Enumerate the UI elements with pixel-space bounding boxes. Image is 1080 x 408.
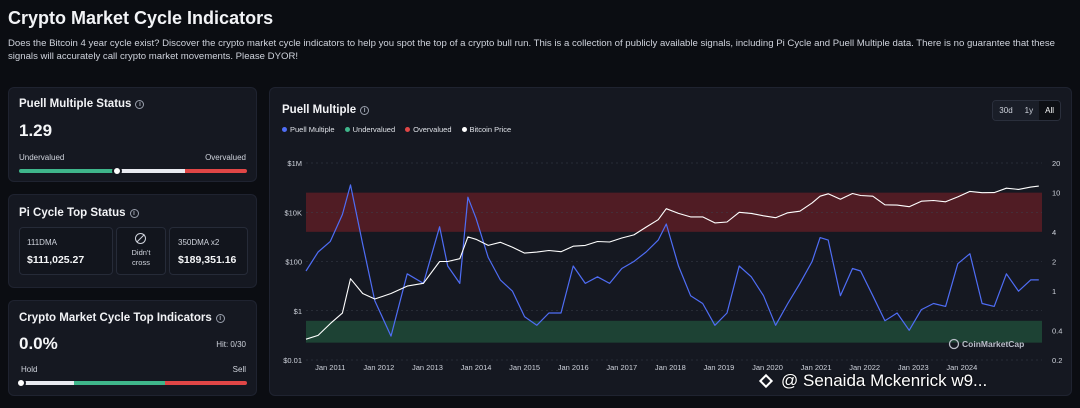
- x-tick-label: Jan 2015: [509, 363, 540, 372]
- puell-status-title: Puell Multiple Status: [19, 98, 132, 110]
- legend-dot: [344, 127, 350, 132]
- bitcoin-price-line: [305, 185, 1039, 340]
- top-indicators-value: 0.0%: [19, 334, 58, 353]
- legend-item-btc[interactable]: Bitcoin Price: [461, 125, 512, 134]
- hold-label: Hold: [21, 365, 38, 374]
- coinmarketcap-brand: CoinMarketCap: [962, 339, 1024, 349]
- range-selector: 30d 1y All: [992, 100, 1061, 121]
- x-tick-label: Jan 2021: [801, 363, 832, 372]
- undervalued-band: [306, 320, 1042, 343]
- puell-chart-card: Puell Multiple i 30d 1y All Puell Multip…: [269, 87, 1072, 396]
- cross-label-2: cross: [132, 258, 150, 267]
- bar-segment-sell: [164, 381, 247, 385]
- x-tick-label: Jan 2017: [606, 363, 637, 372]
- y-right-tick-label: 0.4: [1052, 326, 1062, 335]
- watermark: @ Senaida Mckenrick w9...: [757, 371, 987, 391]
- legend-item-puell[interactable]: Puell Multiple: [282, 125, 335, 134]
- range-button-1y[interactable]: 1y: [1018, 101, 1040, 120]
- info-icon[interactable]: i: [129, 208, 139, 218]
- bar-segment-undervalued: [19, 169, 115, 173]
- x-tick-label: Jan 2016: [558, 363, 589, 372]
- sell-label: Sell: [232, 365, 246, 374]
- top-indicators-bar: [19, 381, 247, 385]
- undervalued-label: Undervalued: [19, 153, 65, 162]
- chart-legend: Puell Multiple Undervalued Overvalued Bi…: [282, 125, 511, 134]
- x-tick-label: Jan 2024: [946, 363, 977, 372]
- x-tick-label: Jan 2011: [315, 363, 345, 372]
- bar-segment-hold: [73, 381, 165, 385]
- x-tick-label: Jan 2014: [461, 363, 492, 372]
- puell-status-card: Puell Multiple Status i 1.29 Undervalued…: [8, 87, 257, 182]
- info-icon[interactable]: i: [215, 313, 225, 323]
- not-crossed-icon: [135, 233, 146, 244]
- puell-chart[interactable]: $1M $10K $100 $1 $0.01 20 10 4 2 1 0.4 0.2 Jan 2011 J…: [270, 88, 1073, 397]
- y-left-tick-label: $0.01: [283, 356, 302, 365]
- y-right-tick-label: 10: [1052, 189, 1060, 198]
- y-right-tick-label: 2: [1052, 258, 1056, 267]
- bar-segment-low: [19, 381, 74, 385]
- legend-dot: [282, 127, 287, 132]
- dma350-value: $189,351.16: [178, 254, 237, 266]
- y-left-tick-label: $1: [294, 307, 302, 316]
- x-tick-label: Jan 2023: [898, 363, 929, 372]
- puell-status-title-row: Puell Multiple Status i: [19, 98, 145, 110]
- coinmarketcap-logo-icon: [948, 338, 960, 350]
- y-right-tick-label: 1: [1052, 287, 1056, 296]
- legend-label: Puell Multiple: [290, 125, 335, 134]
- dma111-value: $111,025.27: [27, 254, 85, 266]
- info-icon[interactable]: i: [135, 99, 145, 109]
- range-button-all[interactable]: All: [1039, 101, 1060, 120]
- overvalued-label: Overvalued: [205, 153, 246, 162]
- chart-title: Puell Multiple: [282, 104, 357, 116]
- legend-label: Overvalued: [413, 125, 452, 134]
- dma350-box: 350DMA x2 $189,351.16: [169, 227, 248, 275]
- pi-cycle-title: Pi Cycle Top Status: [19, 207, 126, 219]
- legend-item-undervalued[interactable]: Undervalued: [344, 125, 396, 134]
- top-indicators-card: Crypto Market Cycle Top Indicators i 0.0…: [8, 300, 257, 396]
- dma350-label: 350DMA x2: [178, 238, 220, 247]
- puell-status-indicator: [112, 166, 123, 176]
- x-tick-label: Jan 2018: [655, 363, 686, 372]
- legend-label: Undervalued: [352, 125, 396, 134]
- x-tick-label: Jan 2022: [849, 363, 880, 372]
- x-tick-label: Jan 2020: [752, 363, 783, 372]
- dma111-label: 111DMA: [27, 238, 57, 247]
- range-button-30d[interactable]: 30d: [993, 101, 1019, 120]
- pi-cycle-title-row: Pi Cycle Top Status i: [19, 207, 139, 219]
- puell-status-value: 1.29: [19, 121, 53, 140]
- x-tick-label: Jan 2013: [412, 363, 443, 372]
- bar-segment-neutral: [114, 169, 186, 173]
- y-right-tick-label: 4: [1052, 228, 1056, 237]
- y-right-tick-label: 20: [1052, 159, 1060, 168]
- legend-item-overvalued[interactable]: Overvalued: [405, 125, 452, 134]
- y-right-tick-label: 0.2: [1052, 356, 1062, 365]
- x-tick-label: Jan 2019: [703, 363, 734, 372]
- y-left-tick-label: $100: [285, 258, 302, 267]
- top-indicators-indicator: [16, 378, 26, 388]
- dma111-box: 111DMA $111,025.27: [19, 227, 113, 275]
- page-title: Crypto Market Cycle Indicators: [8, 8, 274, 28]
- pi-cycle-card: Pi Cycle Top Status i 111DMA $111,025.27…: [8, 194, 257, 288]
- puell-status-bar: [19, 169, 247, 173]
- cross-status-box: Didn't cross: [116, 227, 166, 275]
- hit-count: Hit: 0/30: [216, 340, 246, 349]
- top-indicators-title: Crypto Market Cycle Top Indicators: [19, 312, 212, 324]
- info-icon[interactable]: i: [360, 105, 370, 115]
- legend-label: Bitcoin Price: [469, 125, 512, 134]
- y-left-tick-label: $1M: [287, 159, 302, 168]
- top-indicators-title-row: Crypto Market Cycle Top Indicators i: [19, 312, 225, 324]
- x-tick-label: Jan 2012: [363, 363, 394, 372]
- chart-title-row: Puell Multiple i: [282, 104, 370, 116]
- legend-dot: [405, 127, 411, 132]
- watermark-text: @ Senaida Mckenrick w9...: [781, 371, 988, 390]
- binance-logo-icon: [757, 372, 775, 390]
- puell-multiple-line: [305, 184, 1039, 337]
- y-left-tick-label: $10K: [284, 208, 302, 217]
- legend-dot: [461, 127, 467, 132]
- page-description: Does the Bitcoin 4 year cycle exist? Dis…: [8, 38, 1055, 62]
- cross-label-1: Didn't: [131, 248, 151, 257]
- bar-segment-overvalued: [185, 169, 247, 173]
